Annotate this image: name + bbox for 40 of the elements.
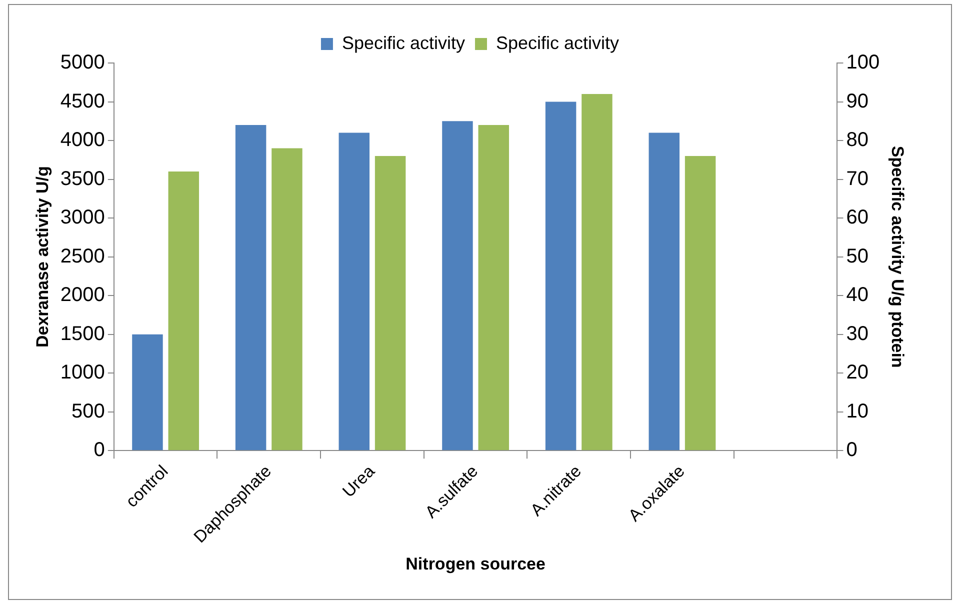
- bar: [338, 132, 370, 450]
- y2-tick-label: 50: [846, 245, 868, 268]
- y2-tick-label: 60: [846, 206, 868, 229]
- y2-axis-title: Specific activity U/g ptotein: [888, 146, 908, 368]
- bar: [132, 334, 163, 450]
- y-tick-label: 4000: [60, 129, 105, 152]
- y-tick-label: 5000: [60, 52, 105, 74]
- bar: [478, 125, 510, 450]
- x-tick-label: Urea: [338, 461, 379, 502]
- legend-label: Specific activity: [342, 32, 466, 53]
- bar: [442, 121, 473, 450]
- y-tick-label: 1500: [60, 322, 105, 345]
- bar: [684, 156, 716, 450]
- y2-tick-label: 80: [846, 129, 868, 152]
- y-tick-label: 500: [72, 400, 105, 422]
- y-axis-title: Dexranase activity U/g: [32, 166, 52, 348]
- x-axis-title: Nitrogen sourcee: [406, 554, 546, 574]
- y2-tick-label: 70: [846, 168, 868, 190]
- y2-tick-label: 30: [846, 322, 868, 345]
- y-tick-label: 4500: [60, 90, 105, 112]
- bar: [374, 156, 406, 450]
- y-tick-label: 0: [94, 439, 105, 462]
- bar: [545, 102, 576, 450]
- y2-tick-label: 10: [846, 400, 868, 422]
- y-tick-label: 2000: [60, 284, 105, 306]
- legend-label: Specific activity: [496, 32, 620, 53]
- bar: [272, 148, 302, 450]
- y2-tick-label: 20: [846, 362, 868, 384]
- y2-tick-label: 40: [846, 284, 868, 306]
- y2-tick-label: 100: [846, 52, 880, 74]
- bar: [168, 172, 200, 450]
- y-tick-label: 1000: [60, 362, 105, 384]
- y2-tick-label: 0: [846, 439, 858, 462]
- bar: [235, 125, 266, 450]
- y-tick-label: 3500: [60, 168, 105, 190]
- bar: [582, 94, 612, 450]
- y2-tick-label: 90: [846, 90, 868, 112]
- y-tick-label: 3000: [60, 206, 105, 229]
- y-tick-label: 2500: [60, 245, 105, 268]
- bar: [648, 132, 680, 450]
